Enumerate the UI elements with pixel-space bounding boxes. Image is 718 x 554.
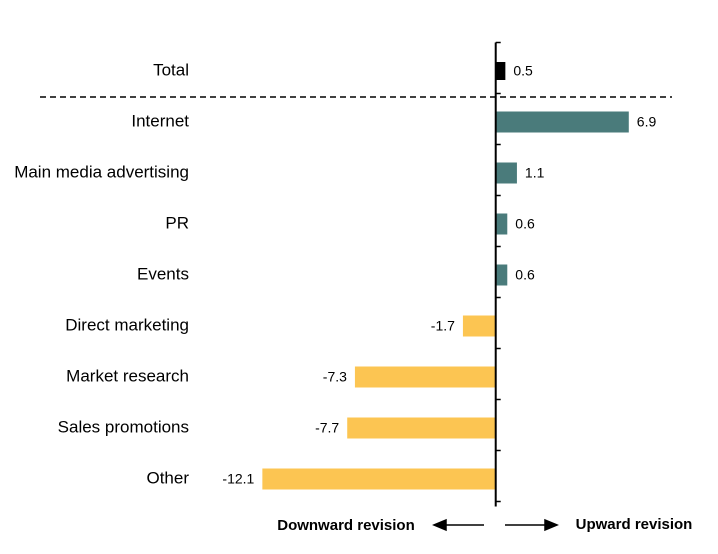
- y-tick-label: Sales promotions: [58, 417, 189, 436]
- bar: [495, 213, 508, 235]
- value-label: -12.1: [222, 471, 254, 487]
- bar: [495, 162, 517, 184]
- bar: [462, 315, 496, 337]
- arrow-right: [505, 518, 559, 532]
- bar: [495, 264, 508, 286]
- annotation: Upward revision: [576, 516, 693, 533]
- value-label: 0.6: [515, 267, 535, 283]
- arrow-left: [432, 518, 484, 532]
- y-tick-label: Main media advertising: [14, 162, 189, 181]
- bar: [354, 366, 496, 388]
- y-tick-label: Events: [137, 264, 189, 283]
- y-tick-label: Internet: [131, 111, 189, 130]
- value-label: 0.5: [513, 63, 533, 79]
- value-label: 1.1: [525, 165, 545, 181]
- annotation: Downward revision: [277, 517, 415, 534]
- value-label: -1.7: [431, 318, 455, 334]
- bar: [262, 468, 496, 490]
- y-tick-label: Other: [146, 468, 189, 487]
- y-tick-label: Direct marketing: [65, 315, 189, 334]
- y-tick-label: PR: [165, 213, 189, 232]
- value-label: 6.9: [637, 114, 657, 130]
- value-label: -7.7: [315, 420, 339, 436]
- y-tick-label: Total: [153, 60, 189, 79]
- bar: [347, 417, 496, 439]
- value-label: 0.6: [515, 216, 535, 232]
- value-label: -7.3: [323, 369, 347, 385]
- bar: [495, 62, 506, 80]
- y-tick-label: Market research: [66, 366, 189, 385]
- bar: [495, 111, 629, 133]
